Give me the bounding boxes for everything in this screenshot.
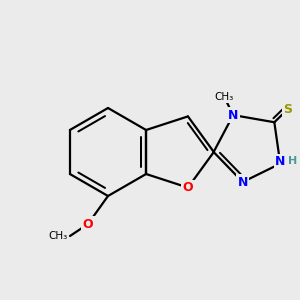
Text: N: N — [238, 176, 248, 188]
Text: O: O — [183, 181, 193, 194]
Text: CH₃: CH₃ — [49, 231, 68, 241]
Text: N: N — [275, 155, 285, 168]
Text: S: S — [283, 103, 292, 116]
Text: CH₃: CH₃ — [215, 92, 234, 102]
Text: H: H — [288, 156, 297, 166]
Text: N: N — [228, 109, 238, 122]
Text: O: O — [83, 218, 93, 230]
